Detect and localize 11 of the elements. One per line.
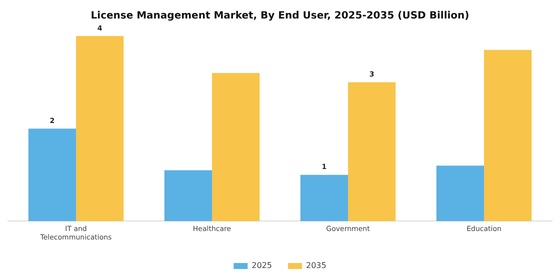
- bar: [436, 166, 484, 222]
- chart-title: License Management Market, By End User, 2025-2035 (USD Billion): [90, 10, 470, 22]
- bar: [348, 82, 396, 222]
- bar: [164, 170, 212, 222]
- bar: [300, 174, 348, 222]
- bar: [212, 73, 260, 222]
- bar: [484, 50, 532, 222]
- legend-label: 2035: [306, 261, 326, 270]
- legend-label: 2025: [252, 261, 272, 270]
- bar: [28, 128, 76, 222]
- bar: [76, 36, 124, 222]
